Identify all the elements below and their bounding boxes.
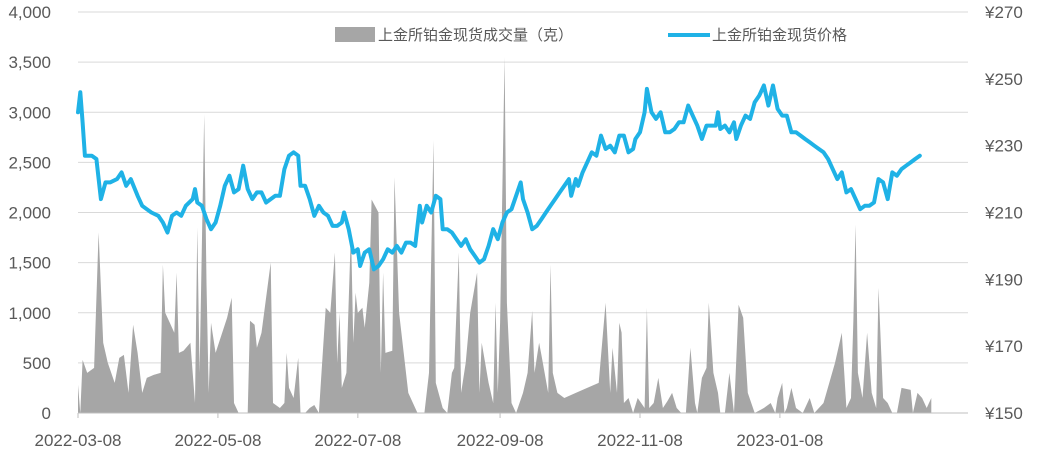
right-y-tick-label: ¥250 [984,70,1023,89]
left-y-tick-label: 3,500 [8,53,51,72]
legend-item-volume: 上金所铂金现货成交量（克） [335,26,573,44]
legend: 上金所铂金现货成交量（克） 上金所铂金现货价格 [335,26,847,44]
left-y-tick-label: 2,500 [8,153,51,172]
left-y-tick-label: 0 [42,404,51,423]
volume-area [78,57,932,413]
x-tick-label: 2022-03-08 [35,431,122,450]
left-y-tick-label: 2,000 [8,204,51,223]
left-y-tick-label: 4,000 [8,3,51,22]
x-tick-label: 2022-07-08 [314,431,401,450]
left-y-axis-tick-labels: 0 500 1,000 1,500 2,000 2,500 3,000 3,500 4,000 [8,3,51,423]
price-line-series [76,83,922,272]
legend-item-price: 上金所铂金现货价格 [668,26,847,44]
legend-label-price: 上金所铂金现货价格 [712,26,847,44]
legend-swatch-volume [335,27,375,42]
legend-label-volume: 上金所铂金现货成交量（克） [378,26,573,44]
right-y-tick-label: ¥210 [984,204,1023,223]
x-tick-label: 2022-05-08 [174,431,261,450]
right-y-tick-label: ¥230 [984,137,1023,156]
x-axis-baseline [77,412,968,418]
price-line [76,83,922,272]
right-y-tick-label: ¥170 [984,337,1023,356]
left-y-tick-label: 1,500 [8,254,51,273]
left-y-tick-label: 3,000 [8,103,51,122]
volume-area-series [78,57,932,413]
right-y-axis-tick-labels: ¥150 ¥170 ¥190 ¥210 ¥230 ¥250 ¥270 [984,3,1023,423]
right-y-tick-label: ¥190 [984,270,1023,289]
left-y-tick-label: 1,000 [8,304,51,323]
x-axis-tick-labels: 2022-03-08 2022-05-08 2022-07-08 2022-09-08… [35,431,824,450]
x-tick-label: 2022-11-08 [597,431,683,450]
gridlines [78,11,968,364]
right-y-tick-label: ¥270 [984,3,1023,22]
left-y-tick-label: 500 [23,354,51,373]
x-tick-label: 2022-09-08 [457,431,544,450]
x-tick-label: 2023-01-08 [736,431,823,450]
right-y-tick-label: ¥150 [984,404,1023,423]
